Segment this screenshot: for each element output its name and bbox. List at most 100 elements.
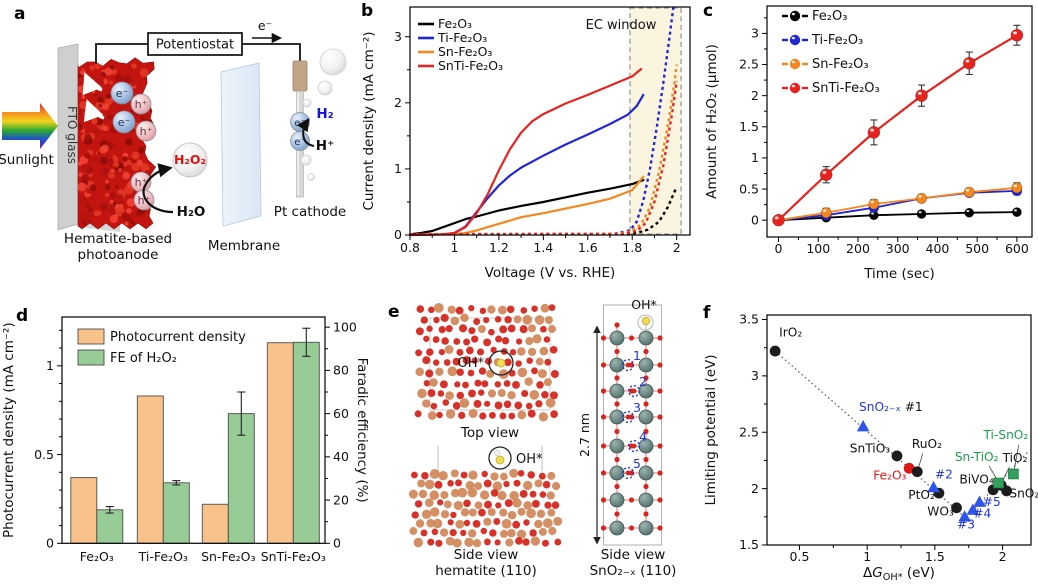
legend-marker-icon	[789, 82, 801, 94]
plot-frame	[766, 5, 1033, 238]
left-tick-label: 1	[46, 358, 54, 373]
vacancy-number: 2	[639, 374, 647, 389]
point-RuO₂	[911, 466, 923, 478]
category-label: Sn-Fe₂O₃	[201, 549, 255, 564]
label-leader-line	[1013, 444, 1020, 471]
sn-atom	[638, 520, 654, 536]
point-label: TiO₂	[1002, 451, 1028, 465]
x-tick-label: 1	[450, 240, 458, 255]
bar-photocurrent-SnTi-Fe₂O₃	[266, 342, 294, 544]
x-tick-label: 600	[1005, 241, 1029, 256]
y-axis-label: Amount of H₂O₂ (μmol)	[704, 44, 720, 199]
point-SnO₂₋ₓ #5	[973, 495, 986, 507]
potentiostat-box	[147, 32, 243, 56]
sn-atom	[609, 520, 625, 536]
membrane-panel	[220, 62, 262, 227]
sn-atom	[638, 409, 654, 425]
sno2x-side-view	[600, 304, 663, 546]
data-point-Sn-Fe₂O₃	[1011, 182, 1023, 194]
data-point-SnTi-Fe₂O₃	[819, 168, 833, 182]
right-tick-label: 0	[333, 536, 341, 551]
series-line-Ti-Fe₂O₃	[778, 190, 1017, 222]
label-leader-line	[988, 465, 998, 480]
point-label: #4	[973, 506, 991, 520]
point-label: IrO₂	[779, 325, 802, 339]
x-tick-label: 1	[863, 549, 871, 564]
point-label: SnO₂₋ₓ #1	[859, 400, 923, 414]
electron-flow-label: e⁻	[258, 18, 272, 33]
oh-label: OH*	[631, 297, 657, 312]
plot-frame	[766, 314, 1032, 546]
top-view-label: Top view	[460, 425, 519, 441]
vacancy-number: 3	[633, 400, 641, 415]
panel-d-photocurrent-fe-bar-chart: Fe₂O₃ Ti-Fe₂O₃ Sn-Fe₂O₃ SnTi-Fe₂O₃ 0 0.5 1 0 20 4…	[0, 293, 370, 586]
category-label: SnTi-Fe₂O₃	[261, 549, 326, 564]
panel-label-f: f	[703, 303, 711, 323]
sno2x-110-label: SnO₂₋ₓ (110)	[590, 563, 677, 579]
plot-frame	[61, 316, 326, 544]
series-Fe₂O₃	[408, 179, 645, 236]
photoanode-label-1: Hematite-based	[64, 231, 172, 247]
right-tick-label: 100	[333, 319, 357, 334]
y-tick-label: 0	[751, 212, 759, 227]
gas-bubble	[317, 80, 333, 96]
vacancy-site-circle	[621, 410, 635, 424]
panel-d-svg: Fe₂O₃ Ti-Fe₂O₃ Sn-Fe₂O₃ SnTi-Fe₂O₃ 0 0.5 1 0 20 4…	[1, 316, 370, 564]
x-axis-label: ΔGOH* (eV)	[863, 565, 935, 583]
point-SnO₂₋ₓ #2	[927, 480, 940, 493]
x-tick-label: 2	[999, 549, 1007, 564]
vacancy-number: 1	[633, 348, 641, 363]
data-point-Fe₂O₃	[964, 207, 975, 218]
electron-sphere	[110, 81, 134, 105]
charge-label: h⁺	[135, 98, 148, 111]
oh-label: OH*	[516, 452, 543, 467]
panel-c-h2o2-vs-time-chart: 0 100 200 300 400 500 600 0 0.5 1 1.5 2 2.5 3 Time (se…	[700, 0, 1038, 292]
y-tick-label: 3	[751, 26, 759, 41]
bar-fe-Fe₂O₃	[96, 509, 124, 544]
her-arrow-icon	[296, 117, 315, 147]
sn-atom	[638, 330, 654, 346]
point-label: #3	[957, 518, 975, 532]
legend-label: Ti-Fe₂O₃	[437, 30, 487, 45]
bar-fe-Ti-Fe₂O₃	[162, 482, 190, 544]
hole-sphere	[135, 120, 157, 142]
y-tick-label: 0.5	[739, 181, 759, 196]
legend-label: SnTi-Fe₂O₃	[812, 81, 880, 96]
bar-photocurrent-Ti-Fe₂O₃	[136, 395, 164, 544]
legend-label: Fe₂O₃	[438, 16, 472, 31]
legend-swatch-icon	[77, 328, 105, 345]
series-Ti-Fe₂O₃	[408, 93, 645, 237]
data-point-Fe₂O₃	[916, 209, 927, 219]
x-tick-label: 100	[806, 241, 830, 256]
legend-label: Fe₂O₃	[812, 9, 847, 24]
panel-label-a: a	[14, 4, 26, 24]
vacancy-number: 5	[633, 456, 641, 471]
point-label: #2	[935, 467, 953, 481]
point-label: #5	[983, 495, 1001, 509]
vacancy-site-circle	[627, 384, 641, 398]
data-point-Sn-Fe₂O₃	[963, 186, 975, 198]
membrane-label: Membrane	[208, 238, 280, 254]
y-tick-label: 2.5	[739, 57, 759, 72]
h-plus-label: H⁺	[316, 138, 334, 154]
h2o2-label: H₂O₂	[174, 152, 206, 167]
sn-atom	[638, 357, 654, 373]
left-axis-label: Photocurrent density (mA cm⁻²)	[1, 322, 17, 538]
series-line-SnTi-Fe₂O₃	[777, 34, 1018, 221]
y-tick-label: 2	[394, 95, 402, 110]
hematite-side-view	[408, 446, 563, 548]
charge-label: h⁺	[138, 194, 151, 207]
x-tick-label: 1.2	[489, 240, 509, 255]
h2o-label: H₂O	[177, 204, 206, 220]
point-Sn-TiO₂	[993, 477, 1004, 489]
plot-frame	[409, 6, 691, 236]
panel-e-crystal-structures: OH* Top view OH* Side view hematite (110) OH*…	[370, 293, 700, 586]
right-axis-label: Faradic efficiency (%)	[354, 358, 370, 503]
data-point-SnTi-Fe₂O₃	[915, 89, 928, 102]
ec-window-border	[629, 7, 682, 235]
series-SnTi-Fe₂O₃ (EC)	[409, 80, 678, 236]
x-tick-label: 2	[673, 240, 681, 255]
x-tick-label: 0.5	[790, 549, 810, 564]
x-tick-label: 0	[775, 241, 783, 256]
